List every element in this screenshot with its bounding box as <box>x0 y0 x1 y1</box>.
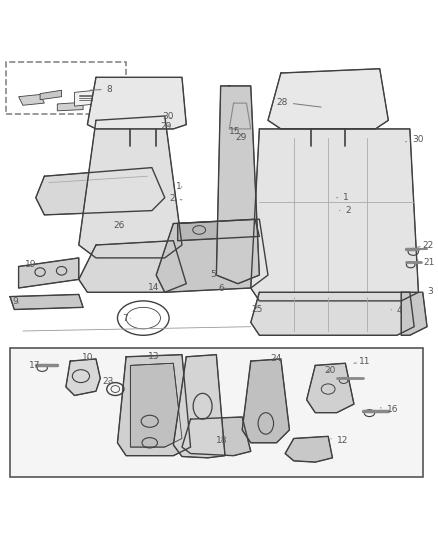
Text: 2: 2 <box>169 194 182 203</box>
Text: 29: 29 <box>236 133 247 142</box>
Text: 4: 4 <box>391 306 403 316</box>
Text: 9: 9 <box>12 297 18 306</box>
Polygon shape <box>156 219 268 292</box>
Text: 1: 1 <box>176 182 182 191</box>
Text: 10: 10 <box>82 353 94 362</box>
Text: 20: 20 <box>325 366 336 375</box>
FancyBboxPatch shape <box>10 348 423 477</box>
Polygon shape <box>216 86 259 284</box>
Polygon shape <box>173 354 225 458</box>
Text: 23: 23 <box>103 377 114 386</box>
Text: 11: 11 <box>354 358 371 367</box>
Polygon shape <box>178 219 259 241</box>
Text: 30: 30 <box>406 135 424 144</box>
Polygon shape <box>251 129 418 301</box>
Polygon shape <box>285 437 332 462</box>
Text: 22: 22 <box>417 240 434 249</box>
Polygon shape <box>182 417 251 456</box>
Polygon shape <box>66 359 100 395</box>
Text: 18: 18 <box>216 436 228 445</box>
Text: 26: 26 <box>113 221 124 230</box>
Text: 19: 19 <box>25 260 36 269</box>
Text: 1: 1 <box>337 193 349 202</box>
Text: 8: 8 <box>90 85 113 94</box>
Text: 28: 28 <box>276 98 321 107</box>
Polygon shape <box>36 167 165 215</box>
Text: 30: 30 <box>162 111 174 120</box>
Text: 6: 6 <box>219 285 225 293</box>
Text: 7: 7 <box>122 314 131 324</box>
Polygon shape <box>87 77 186 129</box>
Polygon shape <box>40 90 62 100</box>
Polygon shape <box>18 258 79 288</box>
Text: 24: 24 <box>270 353 281 362</box>
Polygon shape <box>268 69 389 129</box>
Text: 16: 16 <box>380 405 398 414</box>
Polygon shape <box>18 94 44 105</box>
Text: 14: 14 <box>148 282 159 292</box>
Polygon shape <box>57 102 83 111</box>
Polygon shape <box>131 364 182 447</box>
Text: 3: 3 <box>420 287 433 296</box>
Text: 29: 29 <box>160 122 172 131</box>
Text: 17: 17 <box>29 361 41 370</box>
Text: 12: 12 <box>331 435 348 445</box>
Text: 2: 2 <box>339 206 351 215</box>
Polygon shape <box>10 294 83 310</box>
Polygon shape <box>117 354 191 456</box>
Polygon shape <box>74 90 96 106</box>
Polygon shape <box>307 364 354 413</box>
Text: 25: 25 <box>251 305 263 314</box>
Polygon shape <box>401 292 427 335</box>
Polygon shape <box>251 292 414 335</box>
Text: 13: 13 <box>148 352 159 361</box>
Polygon shape <box>79 116 182 258</box>
Polygon shape <box>242 359 290 443</box>
Text: 21: 21 <box>417 257 435 266</box>
Text: 15: 15 <box>229 126 241 135</box>
Polygon shape <box>79 241 186 292</box>
Text: 5: 5 <box>210 270 216 279</box>
